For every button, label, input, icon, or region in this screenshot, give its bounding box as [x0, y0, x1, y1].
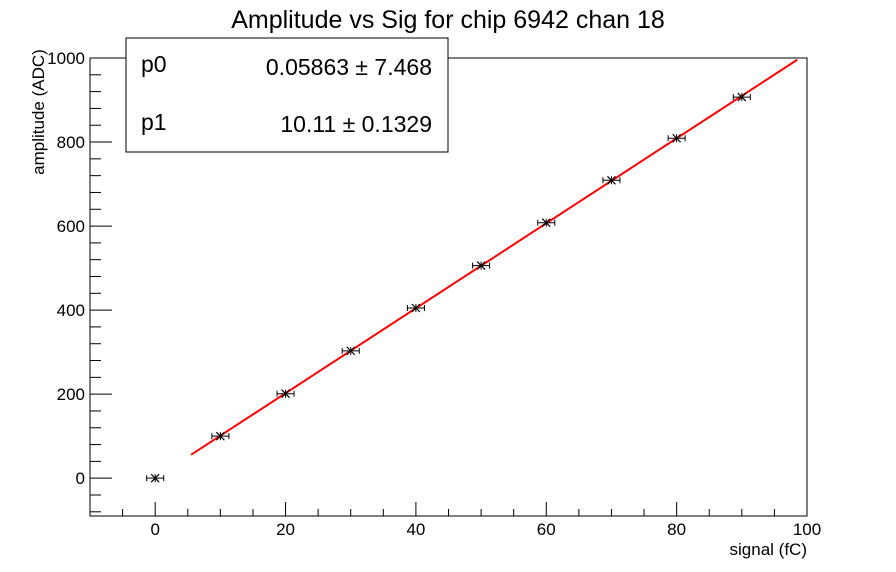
data-point [537, 218, 556, 228]
x-tick-label: 0 [150, 520, 159, 539]
y-axis-ticks [90, 57, 112, 513]
y-tick-label: 0 [76, 469, 85, 488]
data-points [146, 92, 751, 483]
x-tick-label: 60 [537, 520, 556, 539]
stat-value-p1: 10.11 ± 0.1329 [280, 111, 432, 137]
data-point [602, 175, 621, 185]
y-tick-label: 400 [57, 301, 85, 320]
x-tick-label: 80 [667, 520, 686, 539]
x-tick-label: 20 [276, 520, 295, 539]
y-tick-label: 600 [57, 217, 85, 236]
y-axis-tick-labels: 0 200 400 600 800 1000 [47, 49, 85, 488]
stats-box: p0 0.05863 ± 7.468 p1 10.11 ± 0.1329 [125, 37, 449, 153]
x-axis-label: signal (fC) [730, 540, 807, 559]
data-point [276, 389, 295, 399]
x-axis-tick-labels: 0 20 40 60 80 100 [150, 520, 821, 539]
stat-name-p0: p0 [141, 51, 167, 77]
x-axis-ticks [89, 502, 808, 516]
x-tick-label: 100 [793, 520, 821, 539]
stats-box-frame [125, 37, 449, 153]
stat-name-p1: p1 [141, 109, 167, 135]
stat-value-p0: 0.05863 ± 7.468 [266, 54, 432, 80]
data-point [211, 431, 230, 441]
data-point [406, 303, 425, 313]
data-point [472, 261, 491, 270]
data-point [732, 92, 751, 102]
y-tick-label: 200 [57, 385, 85, 404]
data-point [341, 346, 360, 356]
data-point [667, 133, 686, 143]
data-point [146, 473, 165, 483]
x-tick-label: 40 [406, 520, 425, 539]
y-tick-label: 800 [57, 133, 85, 152]
chart-title: Amplitude vs Sig for chip 6942 chan 18 [231, 6, 665, 34]
y-axis-label: amplitude (ADC) [29, 49, 48, 175]
fit-line [190, 58, 798, 456]
y-tick-label: 1000 [47, 49, 85, 68]
